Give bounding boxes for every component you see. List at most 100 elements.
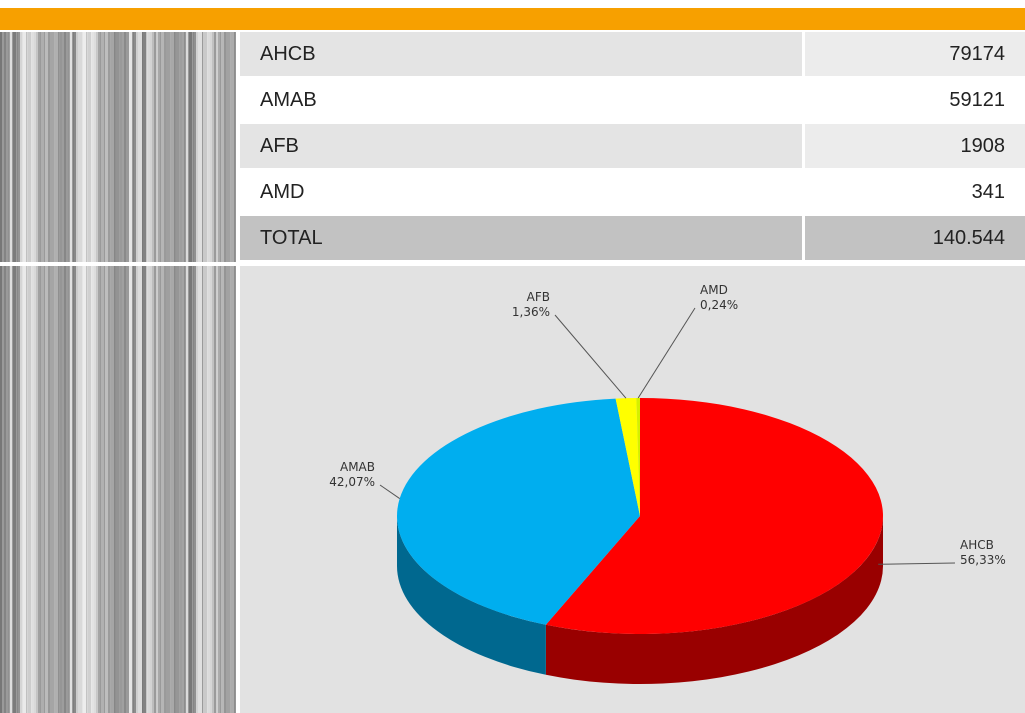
photo-stripe — [54, 266, 58, 713]
photo-stripe — [68, 266, 70, 713]
photo-stripe — [17, 32, 20, 262]
photo-stripe — [207, 32, 212, 262]
photo-stripe — [193, 266, 196, 713]
photo-stripe — [179, 266, 184, 713]
photo-stripe — [221, 32, 224, 262]
photo-stripe — [184, 32, 186, 262]
photo-stripe — [36, 32, 38, 262]
photo-stripe — [189, 266, 192, 713]
photo-stripe — [91, 266, 96, 713]
photo-stripe — [59, 266, 64, 713]
photo-stripe — [41, 32, 44, 262]
row-label: AMD — [240, 170, 802, 216]
photo-stripe — [64, 266, 66, 713]
photo-stripe — [179, 32, 184, 262]
row-value: 59121 — [802, 78, 1025, 124]
row-label: TOTAL — [240, 216, 802, 262]
photo-stripe — [54, 32, 58, 262]
photo-stripe — [45, 266, 48, 713]
slice-percent: 0,24% — [700, 298, 738, 312]
photo-stripe — [152, 32, 154, 262]
photo-stripe — [105, 266, 108, 713]
photo — [0, 0, 236, 713]
photo-stripe — [78, 266, 82, 713]
photo-stripe — [13, 32, 16, 262]
photo-stripe — [156, 32, 158, 262]
photo-stripe — [198, 32, 202, 262]
photo-stripe — [96, 266, 98, 713]
photo-stripe — [101, 32, 104, 262]
photo-stripe — [0, 266, 2, 713]
photo-stripe — [216, 266, 218, 713]
photo-stripe — [31, 266, 36, 713]
photo-stripe — [147, 266, 152, 713]
photo-stripe — [147, 32, 152, 262]
photo-stripe — [230, 32, 234, 262]
photo-stripe — [8, 32, 10, 262]
slice-name: AMD — [700, 283, 728, 297]
photo-stripe — [198, 266, 202, 713]
photo-stripe — [36, 266, 38, 713]
photo-stripe — [82, 266, 86, 713]
row-label: AFB — [240, 124, 802, 170]
photo-stripe — [138, 266, 142, 713]
photo-stripe — [124, 266, 126, 713]
row-label: AMAB — [240, 78, 802, 124]
slice-name: AHCB — [960, 538, 994, 552]
photo-stripe — [68, 32, 70, 262]
photo-stripe — [133, 32, 136, 262]
photo-stripe — [189, 32, 192, 262]
photo-stripe — [17, 266, 20, 713]
photo-stripe — [170, 32, 174, 262]
photo-stripe — [212, 266, 214, 713]
photo-stripe — [119, 32, 124, 262]
page-body: AHCB79174AMAB59121AFB1908AMD341TOTAL140.… — [0, 0, 1025, 713]
slice-percent: 1,36% — [512, 305, 550, 319]
photo-stripe — [45, 32, 48, 262]
photo-stripe — [119, 266, 124, 713]
photo-stripe — [22, 32, 26, 262]
slice-name: AMAB — [340, 460, 375, 474]
photo-stripe — [207, 266, 212, 713]
photo-stripe — [91, 32, 96, 262]
photo-stripe — [73, 32, 76, 262]
photo-stripe — [13, 266, 16, 713]
photo-stripe — [101, 266, 104, 713]
photo-stripe — [0, 32, 2, 262]
table-row: AMD341 — [240, 170, 1025, 216]
photo-stripe — [41, 266, 44, 713]
photo-stripe — [212, 32, 214, 262]
photo-stripe — [193, 32, 196, 262]
photo-stripe — [230, 266, 234, 713]
photo-stripe — [166, 266, 170, 713]
photo-stripe — [156, 266, 158, 713]
slice-percent: 42,07% — [329, 475, 375, 489]
photo-stripe — [142, 32, 146, 262]
photo-stripe — [110, 32, 114, 262]
photo-stripe — [142, 266, 146, 713]
photo-stripe — [64, 32, 66, 262]
photo-stripe — [152, 266, 154, 713]
page: {"table": {"rows": [["AHCB", "79174"], [… — [0, 0, 1025, 713]
photo-stripe — [124, 32, 126, 262]
table-row: TOTAL140.544 — [240, 216, 1025, 262]
photo-stripe — [78, 32, 82, 262]
row-value: 140.544 — [802, 216, 1025, 262]
photo-stripe — [170, 266, 174, 713]
photo-stripe — [235, 266, 236, 713]
photo-stripe — [226, 266, 230, 713]
photo-stripe — [73, 266, 76, 713]
photo-stripe — [4, 266, 6, 713]
photo-stripe — [22, 266, 26, 713]
photo-stripe — [4, 32, 6, 262]
photo-stripe — [8, 266, 10, 713]
photo-stripe — [59, 32, 64, 262]
photo-stripe — [96, 32, 98, 262]
slice-name: AFB — [527, 290, 550, 304]
